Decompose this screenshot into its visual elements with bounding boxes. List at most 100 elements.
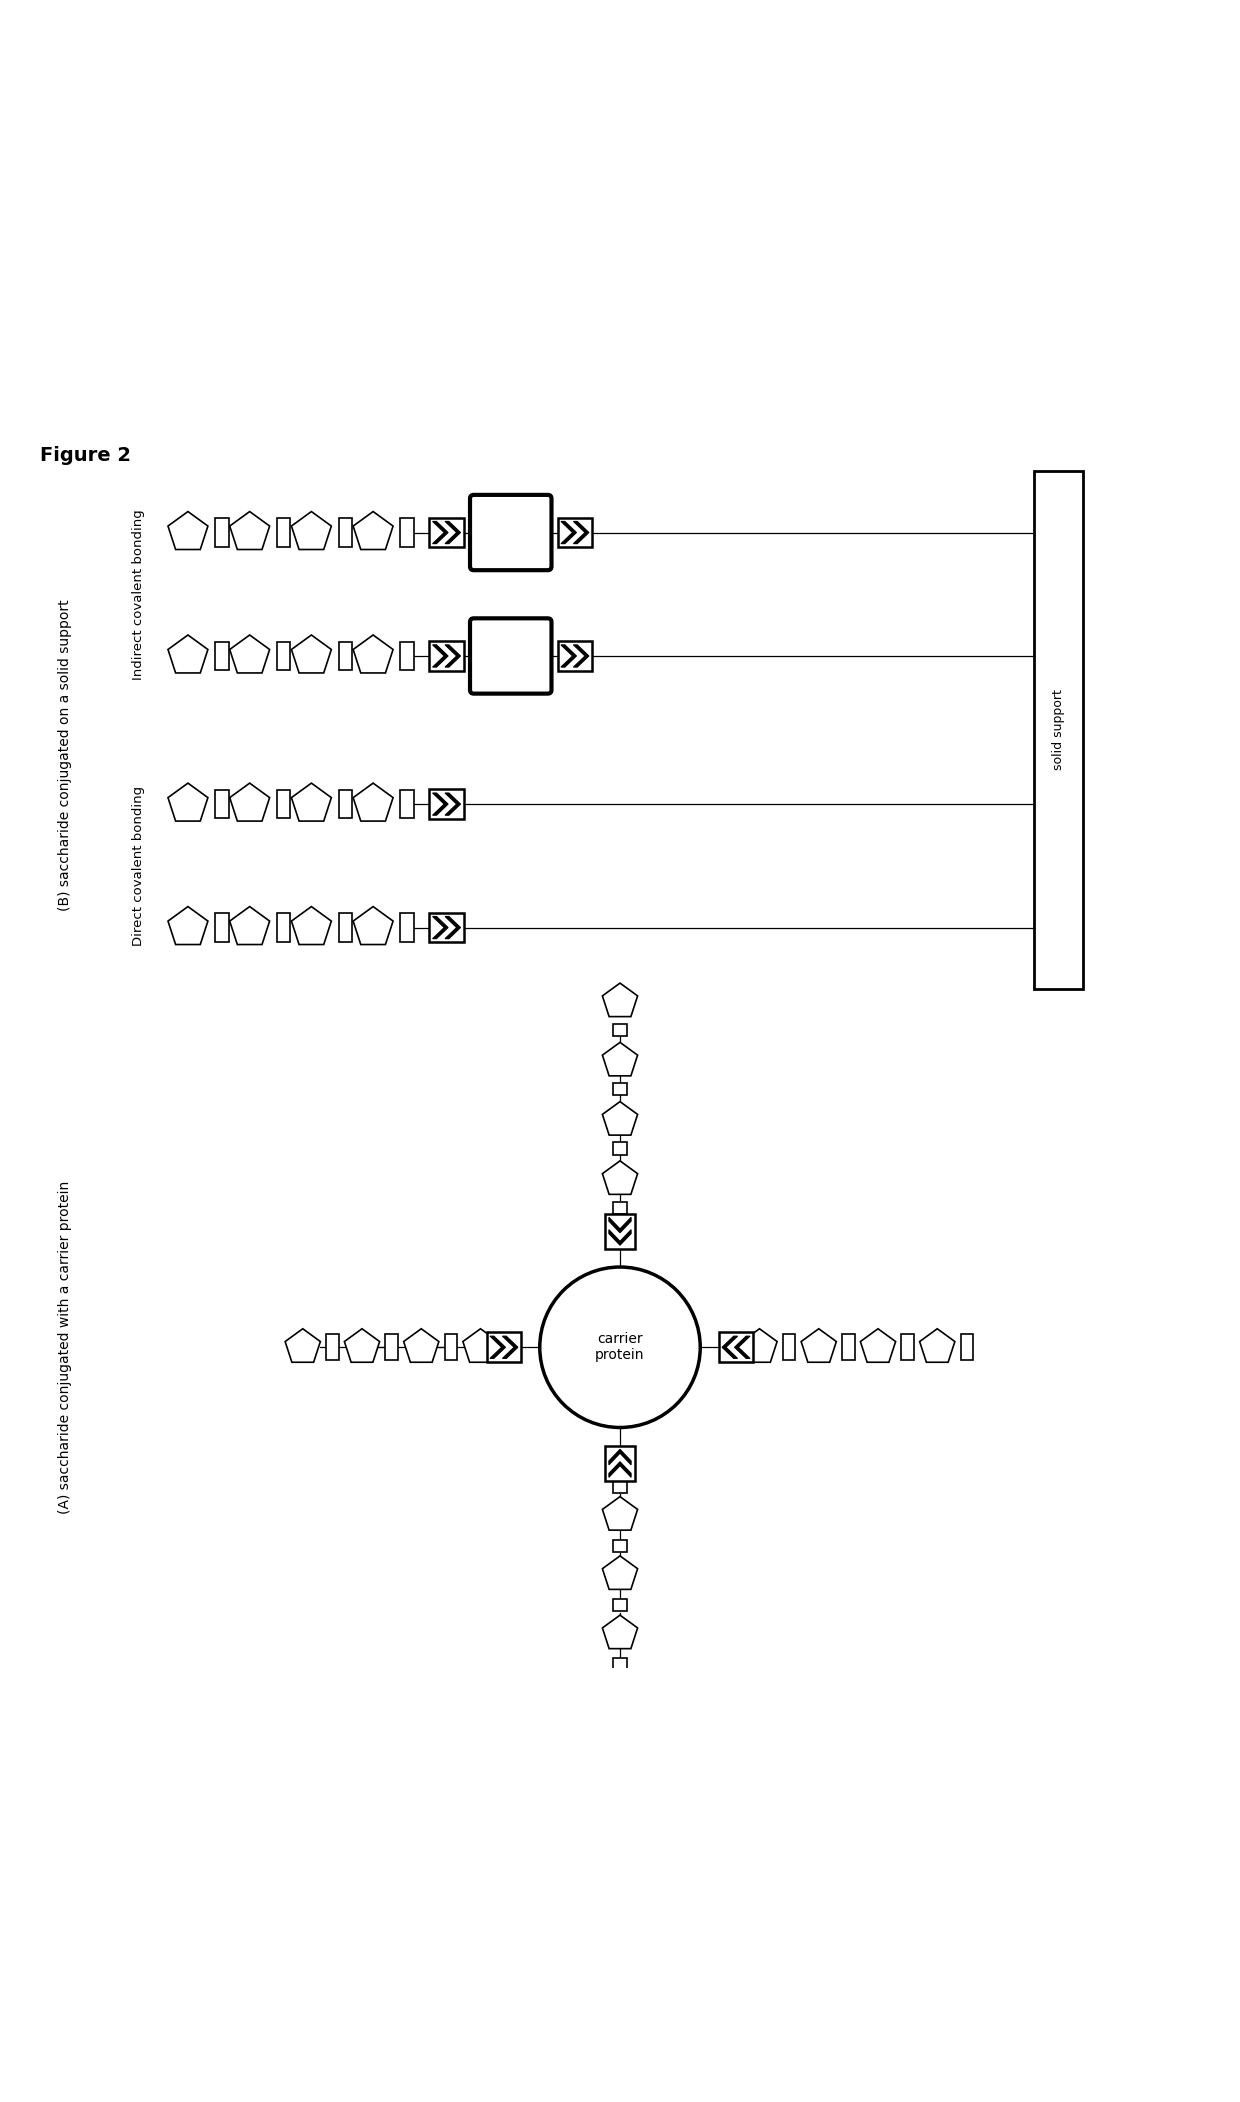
Polygon shape (609, 1450, 631, 1465)
Polygon shape (353, 906, 393, 944)
Text: Direct covalent bonding: Direct covalent bonding (133, 786, 145, 946)
Bar (215, 519, 228, 547)
Polygon shape (445, 916, 460, 940)
Bar (429, 912, 464, 942)
Bar (614, 1083, 626, 1095)
Bar (614, 1658, 626, 1671)
Polygon shape (603, 1555, 637, 1589)
Polygon shape (229, 511, 269, 549)
Polygon shape (445, 792, 460, 816)
Bar (277, 641, 290, 671)
Text: carrier
protein: carrier protein (595, 1333, 645, 1362)
Bar (1033, 471, 1083, 990)
Bar (429, 788, 464, 820)
Polygon shape (609, 1461, 631, 1478)
Polygon shape (573, 645, 589, 666)
Polygon shape (603, 1160, 637, 1194)
Polygon shape (229, 906, 269, 944)
Bar (486, 1333, 521, 1362)
Bar (386, 1335, 398, 1360)
Bar (614, 1202, 626, 1215)
Polygon shape (560, 521, 577, 544)
Bar (429, 641, 464, 671)
Bar (842, 1335, 854, 1360)
Bar (215, 641, 228, 671)
Polygon shape (603, 984, 637, 1017)
Polygon shape (353, 784, 393, 822)
Bar (614, 1141, 626, 1154)
Bar (961, 1335, 973, 1360)
Bar (401, 519, 414, 547)
Bar (901, 1335, 914, 1360)
Text: Indirect covalent bonding: Indirect covalent bonding (133, 509, 145, 679)
Text: solid support: solid support (1052, 689, 1065, 771)
Polygon shape (722, 1337, 738, 1358)
FancyBboxPatch shape (470, 494, 552, 570)
Bar (277, 790, 290, 818)
Bar (614, 1480, 626, 1492)
Polygon shape (801, 1328, 836, 1362)
Polygon shape (291, 906, 331, 944)
Polygon shape (353, 511, 393, 549)
Polygon shape (603, 1043, 637, 1076)
Bar (401, 641, 414, 671)
Polygon shape (167, 511, 208, 549)
Text: (A) saccharide conjugated with a carrier protein: (A) saccharide conjugated with a carrier… (58, 1181, 72, 1513)
Polygon shape (734, 1337, 750, 1358)
Bar (326, 1335, 339, 1360)
Bar (215, 914, 228, 942)
Polygon shape (603, 1497, 637, 1530)
Polygon shape (463, 1328, 498, 1362)
Bar (605, 1446, 635, 1480)
Bar (614, 1541, 626, 1551)
FancyBboxPatch shape (470, 618, 552, 694)
Bar (614, 1600, 626, 1612)
Bar (614, 1024, 626, 1036)
Polygon shape (861, 1328, 895, 1362)
Bar (558, 641, 593, 671)
Polygon shape (445, 645, 460, 666)
Bar (605, 1215, 635, 1249)
Bar (503, 1335, 516, 1360)
Bar (445, 1335, 458, 1360)
Polygon shape (345, 1328, 379, 1362)
Bar (401, 790, 414, 818)
Polygon shape (433, 792, 448, 816)
Polygon shape (603, 1614, 637, 1648)
Polygon shape (291, 511, 331, 549)
Polygon shape (490, 1337, 506, 1358)
Circle shape (539, 1268, 701, 1427)
Bar (339, 914, 352, 942)
Polygon shape (560, 645, 577, 666)
Bar (277, 914, 290, 942)
Polygon shape (353, 635, 393, 673)
Polygon shape (167, 784, 208, 822)
Polygon shape (229, 784, 269, 822)
Bar (339, 790, 352, 818)
Polygon shape (603, 1675, 637, 1709)
Polygon shape (445, 521, 460, 544)
Bar (339, 641, 352, 671)
Bar (558, 517, 593, 547)
Bar (277, 519, 290, 547)
Bar (719, 1333, 754, 1362)
Polygon shape (609, 1217, 631, 1232)
Polygon shape (742, 1328, 777, 1362)
Bar (401, 914, 414, 942)
Polygon shape (502, 1337, 518, 1358)
Polygon shape (229, 635, 269, 673)
Bar (339, 519, 352, 547)
Bar (429, 517, 464, 547)
Polygon shape (433, 521, 448, 544)
Text: (B) saccharide conjugated on a solid support: (B) saccharide conjugated on a solid sup… (58, 599, 72, 910)
Polygon shape (609, 1230, 631, 1244)
Polygon shape (291, 784, 331, 822)
Bar (215, 790, 228, 818)
Polygon shape (167, 635, 208, 673)
Polygon shape (603, 1101, 637, 1135)
Polygon shape (285, 1328, 320, 1362)
Polygon shape (433, 645, 448, 666)
Polygon shape (167, 906, 208, 944)
Polygon shape (404, 1328, 439, 1362)
Polygon shape (920, 1328, 955, 1362)
